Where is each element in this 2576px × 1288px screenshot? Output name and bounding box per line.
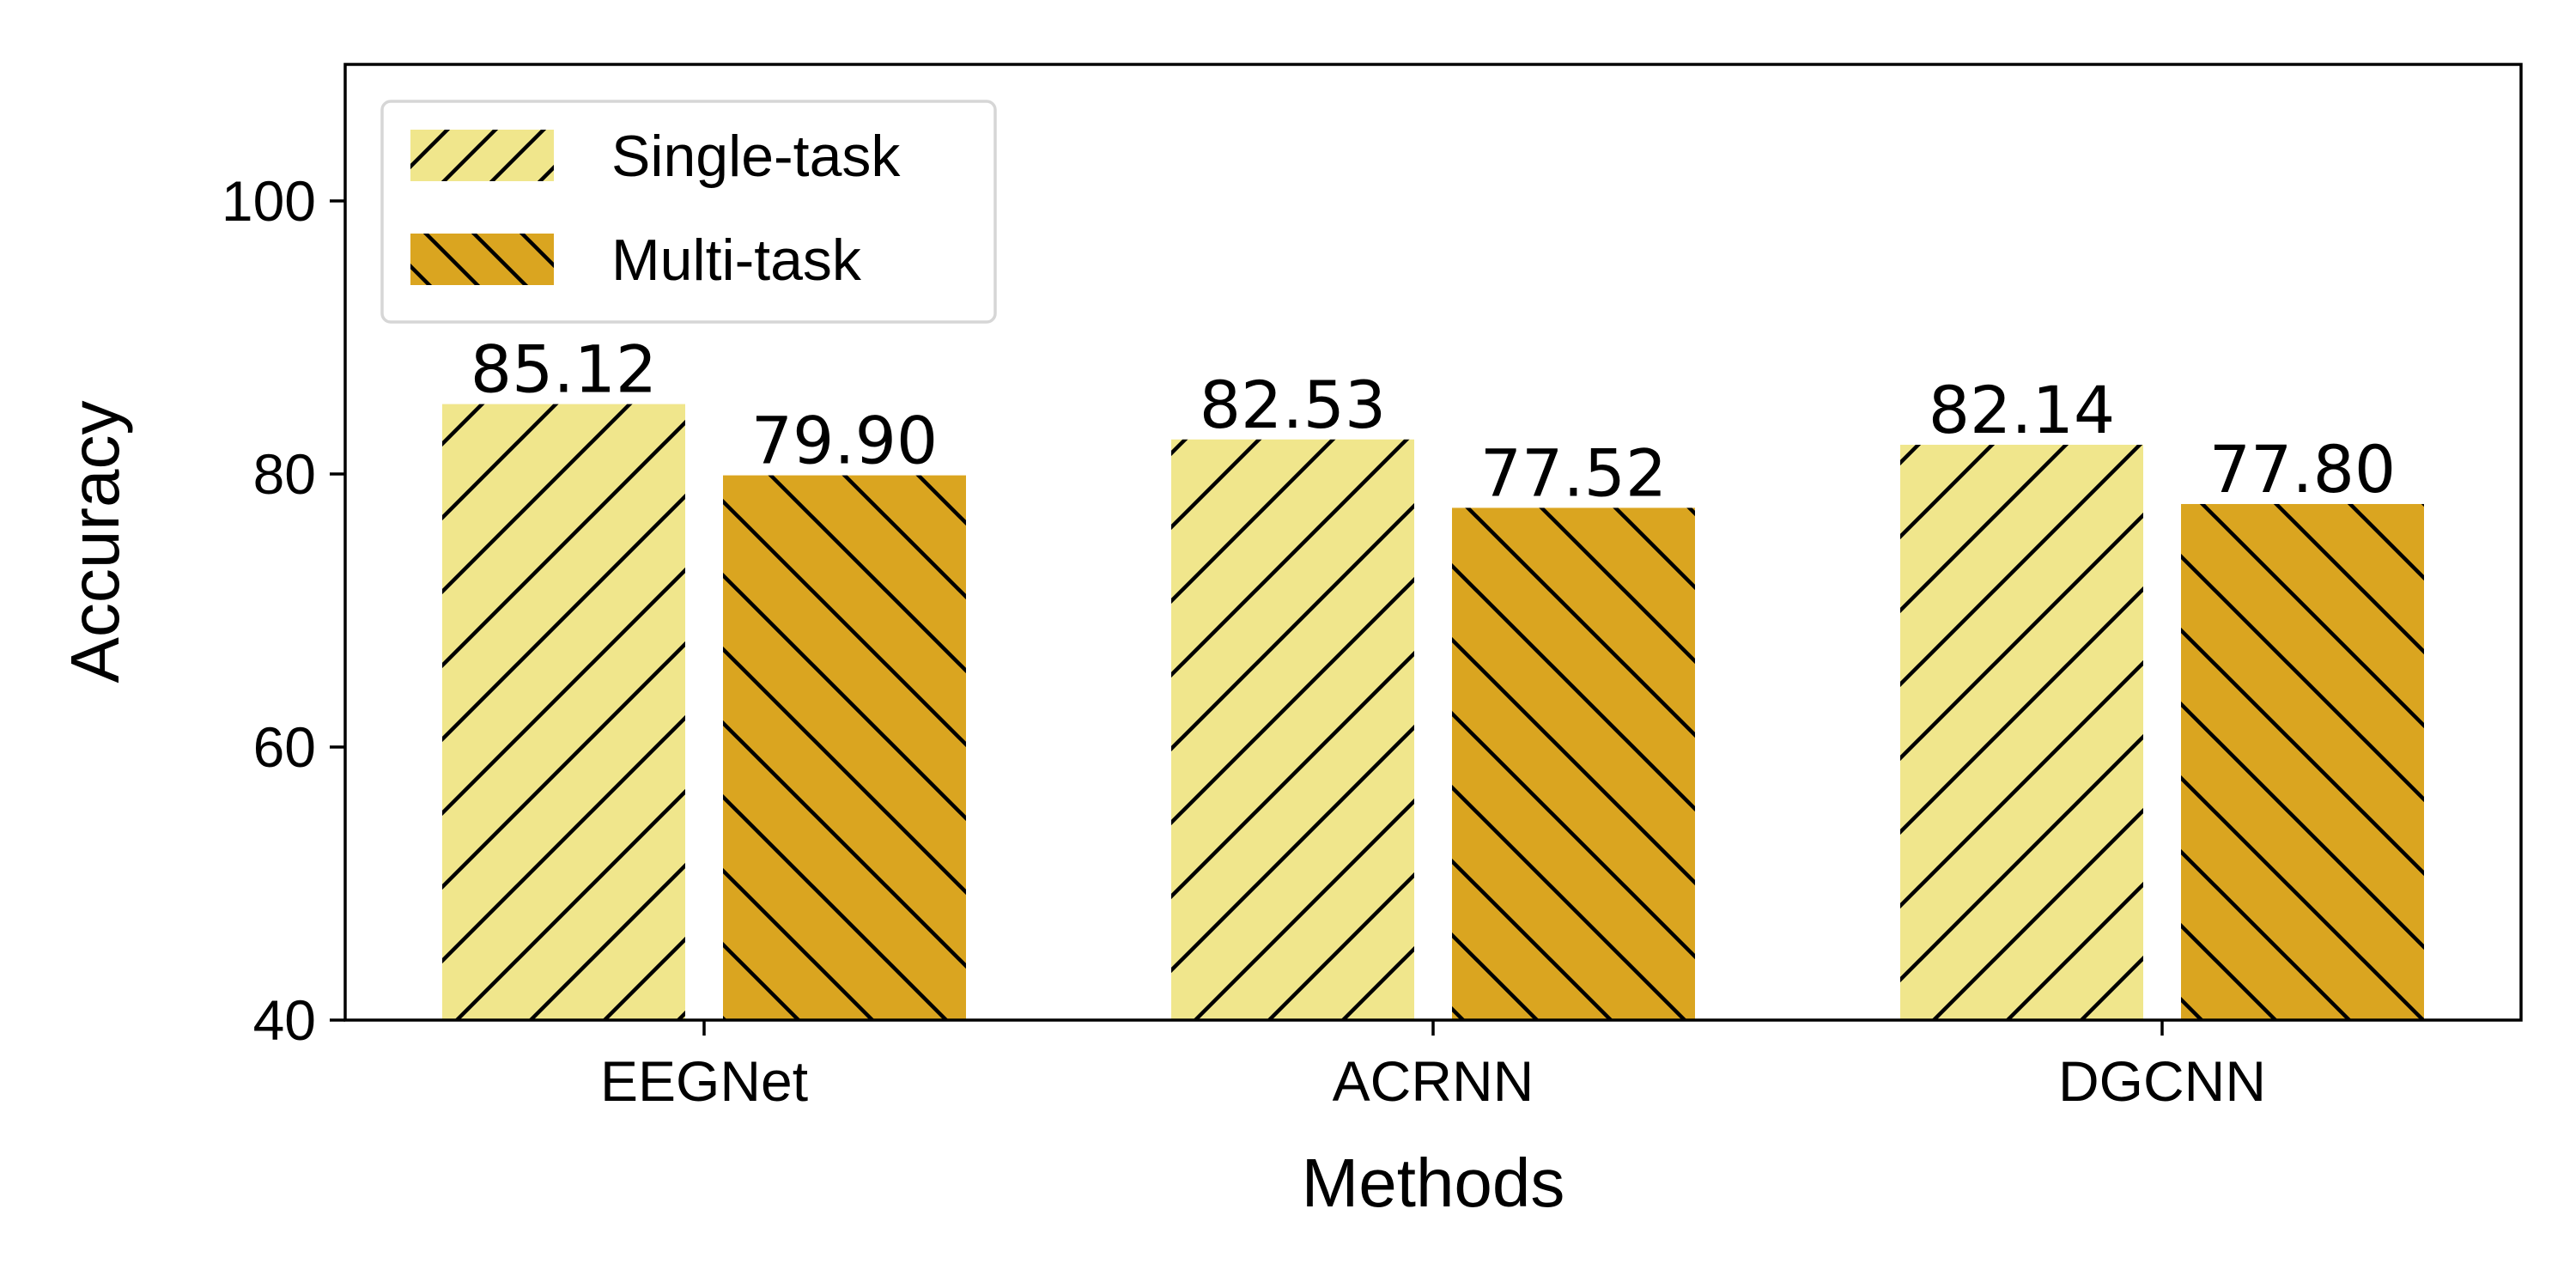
legend-swatch-multi-task-hatch — [410, 234, 554, 285]
bars-layer — [442, 404, 2424, 1020]
bar-value-label: 77.52 — [1480, 434, 1668, 511]
y-tick-label: 80 — [253, 442, 316, 506]
legend: Single-task Multi-task — [380, 100, 997, 324]
legend-swatch-single-task-hatch — [410, 130, 554, 181]
bar-value-label: 79.90 — [751, 403, 939, 479]
x-tick-label: DGCNN — [2058, 1049, 2266, 1113]
bar-value-label: 82.53 — [1200, 367, 1387, 443]
bar-hatch-single-task-acrnn — [1171, 439, 1414, 1020]
x-axis: EEGNet ACRNN DGCNN — [600, 1020, 2266, 1113]
y-tick-label: 40 — [253, 988, 316, 1052]
bar-hatch-multi-task-dgcnn — [2181, 503, 2424, 1020]
y-axis-title: Accuracy — [57, 401, 133, 683]
y-tick-label: 100 — [222, 169, 316, 233]
legend-label-multi-task: Multi-task — [611, 228, 862, 293]
y-tick-label: 60 — [253, 715, 316, 779]
x-axis-title: Methods — [1302, 1145, 1565, 1221]
plot-frame — [343, 63, 2523, 1022]
x-tick-label: EEGNet — [600, 1049, 808, 1113]
bar-labels-layer: 85.12 82.53 82.14 79.90 77.52 77.80 — [471, 331, 2397, 512]
bar-value-label: 82.14 — [1929, 372, 2116, 448]
bar-value-label: 77.80 — [2209, 431, 2397, 507]
y-axis: 40 60 80 100 — [222, 169, 345, 1052]
bar-hatch-multi-task-eegnet — [723, 475, 966, 1020]
legend-label-single-task: Single-task — [611, 124, 901, 189]
bar-hatch-multi-task-acrnn — [1452, 507, 1695, 1020]
bar-hatch-single-task-eegnet — [442, 404, 685, 1020]
bar-value-label: 85.12 — [471, 331, 658, 408]
bar-hatch-single-task-dgcnn — [1900, 444, 2143, 1020]
x-tick-label: ACRNN — [1333, 1049, 1534, 1113]
